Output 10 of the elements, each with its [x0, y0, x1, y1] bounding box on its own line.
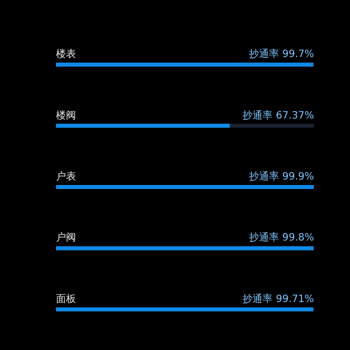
y-tick-label: 楼阀	[56, 109, 76, 122]
y-tick-label: 面板	[56, 292, 76, 305]
data-label: 抄通率 99.8%	[249, 232, 314, 244]
y-tick-label: 户阀	[56, 232, 76, 244]
y-tick-label: 楼表	[56, 48, 76, 60]
y-tick-label: 户表	[56, 170, 76, 182]
data-label: 抄通率 99.7%	[249, 48, 314, 60]
data-label: 抄通率 99.9%	[249, 170, 314, 182]
data-label: 抄通率 99.71%	[242, 292, 314, 305]
data-label: 抄通率 67.37%	[242, 109, 314, 122]
